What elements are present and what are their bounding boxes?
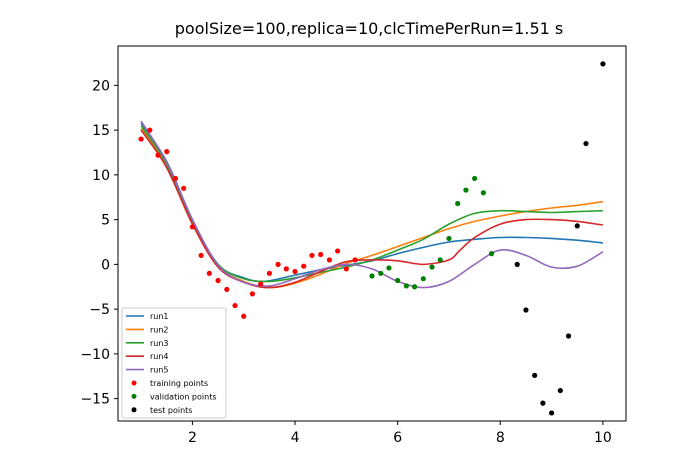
validation-points-point xyxy=(488,251,495,257)
training-points-point xyxy=(318,251,324,258)
x-tick-label: 10 xyxy=(594,430,612,446)
legend-label: run4 xyxy=(150,352,169,361)
y-tick-label: 0 xyxy=(101,257,110,273)
validation-points-point xyxy=(386,265,392,271)
training-points-point xyxy=(275,261,281,267)
training-points-point xyxy=(206,270,212,276)
y-tick-label: −15 xyxy=(80,392,110,408)
plot-series xyxy=(138,61,606,416)
training-points-point xyxy=(172,175,179,182)
legend-marker xyxy=(131,407,137,413)
validation-points-point xyxy=(411,284,418,290)
legend: run1 run2 run3 run4 run5 training points valid… xyxy=(121,307,227,419)
validation-points-point xyxy=(463,187,469,193)
training-points-point xyxy=(326,257,333,263)
validation-points-point xyxy=(455,200,461,207)
test-points-point xyxy=(514,261,520,267)
y-tick-label: −10 xyxy=(80,347,110,363)
training-points-point xyxy=(292,268,298,275)
training-points-point xyxy=(224,286,230,293)
training-points-point xyxy=(266,270,272,276)
run2-line xyxy=(140,127,604,289)
training-points-point xyxy=(181,185,187,191)
test-points-point xyxy=(557,387,563,394)
y-tick-label: 15 xyxy=(92,123,110,139)
training-points-point xyxy=(215,277,221,284)
test-points-point xyxy=(548,410,555,416)
x-tick-label: 8 xyxy=(496,430,505,446)
test-points-point xyxy=(523,307,529,313)
legend-label: training points xyxy=(150,379,208,388)
run5-line xyxy=(140,120,604,289)
validation-points-point xyxy=(472,175,478,182)
x-axis: 2 4 6 8 10 xyxy=(188,421,612,446)
training-points-point xyxy=(241,313,247,319)
training-points-point xyxy=(352,257,358,263)
y-tick-label: −5 xyxy=(89,302,110,318)
validation-points-point xyxy=(403,283,409,289)
run4-line xyxy=(140,129,604,289)
training-points-point xyxy=(283,266,289,272)
test-points-point xyxy=(540,400,546,406)
training-points-point xyxy=(343,266,349,272)
legend-label: test points xyxy=(150,406,192,415)
legend-label: run3 xyxy=(150,339,169,348)
plot-frame xyxy=(117,45,627,422)
training-points-point xyxy=(309,252,315,259)
legend-marker xyxy=(131,393,137,399)
chart-title: poolSize=100,replica=10,clcTimePerRun=1.… xyxy=(175,19,563,38)
y-tick-label: 20 xyxy=(92,78,110,94)
training-points-point xyxy=(232,302,238,309)
training-points-point xyxy=(164,149,170,155)
validation-points-point xyxy=(480,190,486,196)
training-points-point xyxy=(138,136,144,142)
legend-box xyxy=(121,307,227,419)
validation-points-point xyxy=(378,270,384,276)
training-points-point xyxy=(198,252,204,259)
x-tick-label: 6 xyxy=(393,430,402,446)
training-points-point xyxy=(147,127,153,133)
training-points-point xyxy=(258,281,264,287)
validation-points-point xyxy=(429,264,435,270)
test-points-point xyxy=(565,333,572,339)
test-points-point xyxy=(583,140,589,147)
training-points-point xyxy=(335,248,341,254)
legend-label: validation points xyxy=(150,392,217,401)
training-points-point xyxy=(249,291,256,297)
validation-points-point xyxy=(395,277,401,284)
legend-marker xyxy=(131,380,137,386)
test-points-point xyxy=(600,61,606,67)
validation-points-point xyxy=(369,273,375,279)
training-points-point xyxy=(301,263,307,269)
y-tick-label: 10 xyxy=(92,168,110,184)
training-points-point xyxy=(155,152,161,158)
legend-label: run2 xyxy=(150,325,169,334)
x-tick-label: 4 xyxy=(291,430,300,446)
y-tick-label: 5 xyxy=(101,213,110,229)
x-tick-label: 2 xyxy=(188,430,197,446)
test-points-point xyxy=(574,223,580,229)
validation-points-point xyxy=(420,276,426,282)
y-axis: −15 −10 −5 0 5 10 15 20 xyxy=(80,78,118,408)
validation-points-point xyxy=(437,257,443,263)
validation-points-point xyxy=(446,235,452,242)
legend-label: run5 xyxy=(150,366,169,375)
legend-label: run1 xyxy=(150,312,169,321)
test-points-point xyxy=(532,372,538,378)
training-points-point xyxy=(189,224,196,230)
